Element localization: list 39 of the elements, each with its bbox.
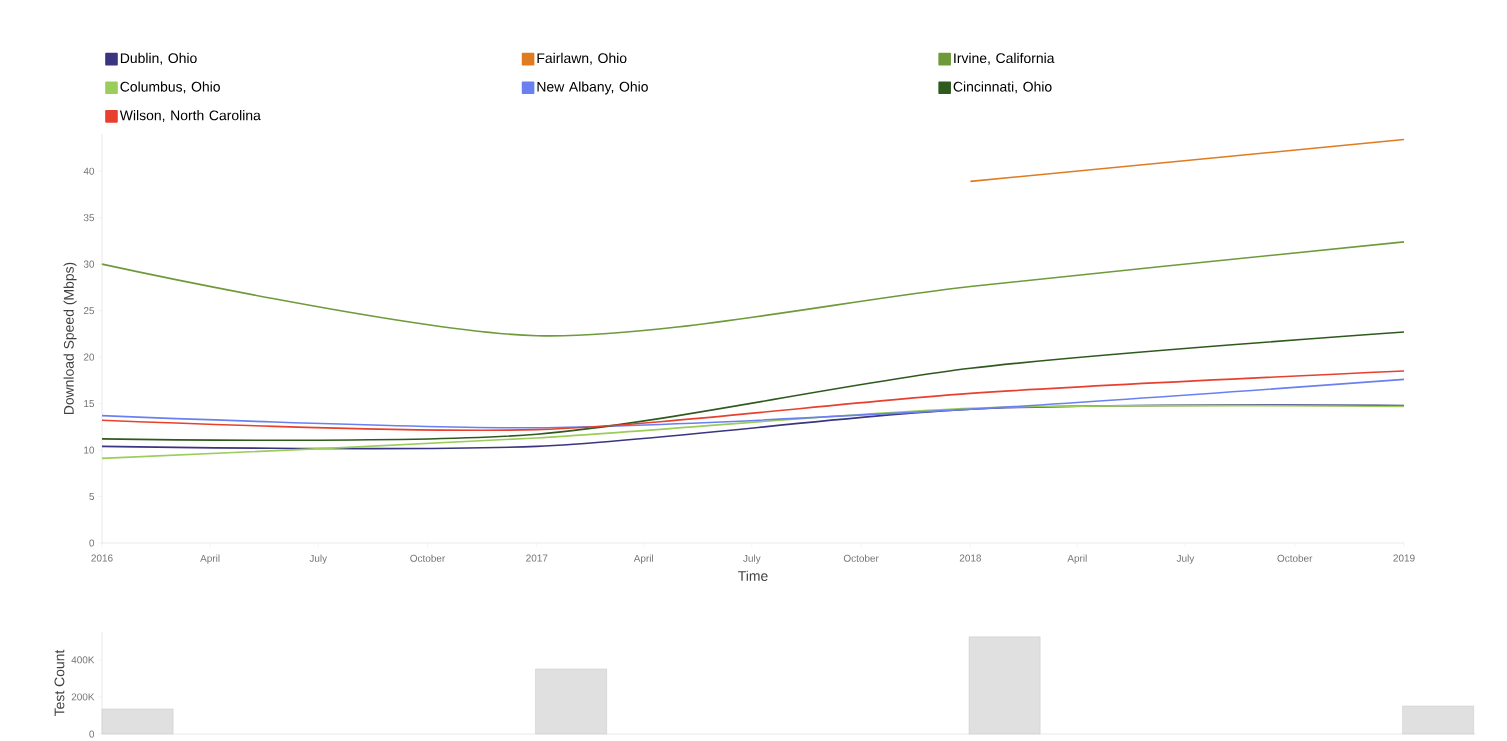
x-axis-title: Time <box>738 570 768 581</box>
y-tick-label: 400K <box>71 656 95 664</box>
x-tick-label: October <box>843 554 879 562</box>
x-tick-label: July <box>1176 554 1195 564</box>
y-tick-label: 0 <box>89 730 95 738</box>
y-tick-label: 25 <box>83 307 95 315</box>
y-tick-label: 10 <box>84 446 95 454</box>
line-series <box>101 378 1405 429</box>
x-tick-label: 2017 <box>526 554 548 562</box>
x-tick-label: April <box>633 554 654 564</box>
y-axis-title: Test Count <box>54 649 65 717</box>
y-tick-label: 15 <box>84 400 95 408</box>
x-tick-label: July <box>309 554 328 564</box>
legend-label: Fairlawn, Ohio <box>537 52 627 65</box>
y-tick-label: 20 <box>83 353 95 361</box>
legend-label: Cincinnati, Ohio <box>953 81 1052 94</box>
y-tick-label: 200K <box>71 693 95 701</box>
legend-label: Irvine, California <box>954 52 1055 65</box>
y-tick-label: 35 <box>83 214 95 222</box>
x-tick-label: April <box>200 554 220 564</box>
x-tick-label: 2016 <box>91 554 113 562</box>
y-axis-title: Download Speed (Mbps) <box>63 262 77 415</box>
x-tick-label: 2019 <box>1393 554 1415 562</box>
line-series <box>101 404 1405 460</box>
line-series <box>101 370 1405 432</box>
legend-label: Columbus, Ohio <box>120 81 220 94</box>
y-tick-label: 40 <box>83 167 95 175</box>
line-series <box>101 241 1405 337</box>
legend-label: Dublin, Ohio <box>120 52 197 65</box>
y-tick-label: 5 <box>89 493 95 500</box>
x-tick-label: April <box>1067 554 1087 564</box>
legend-label: New Albany, Ohio <box>537 81 648 95</box>
x-tick-label: 2018 <box>959 554 982 562</box>
y-tick-label: 30 <box>83 260 95 268</box>
y-tick-label: 0 <box>89 539 95 547</box>
x-tick-label: October <box>410 554 446 562</box>
legend-label: Wilson, North Carolina <box>119 110 261 122</box>
x-tick-label: July <box>743 554 761 564</box>
x-tick-label: October <box>1277 554 1313 562</box>
